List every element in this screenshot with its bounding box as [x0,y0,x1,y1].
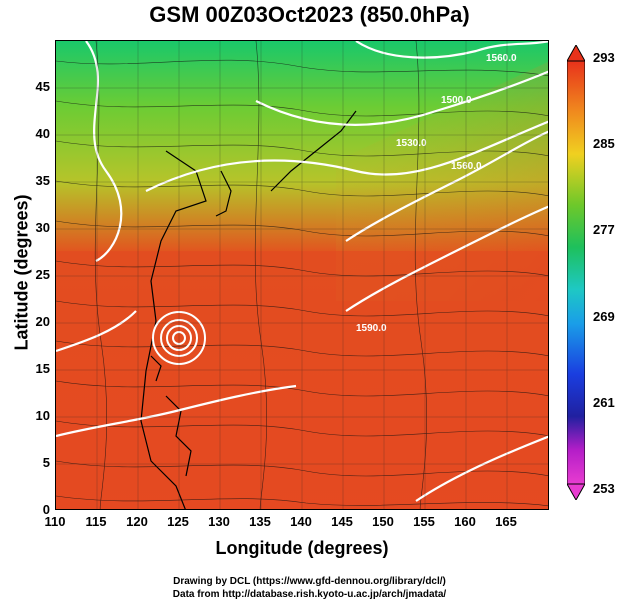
x-tick: 120 [126,514,148,529]
contour-label: 1560.0 [486,53,517,64]
weather-map-svg: 1560.0 1500.0 1530.0 1560.0 1590.0 [56,41,548,509]
warm-wedge [336,61,548,301]
x-tick: 150 [372,514,394,529]
contour-label: 1500.0 [441,95,472,106]
y-tick: 10 [35,408,50,423]
x-tick: 115 [85,514,107,529]
typhoon-vortex [152,311,206,365]
colorbar-tick: 269 [593,309,615,324]
y-tick: 30 [35,220,50,235]
x-tick: 155 [413,514,435,529]
y-tick: 0 [42,502,50,517]
china-coast [140,150,207,509]
y-tick: 25 [35,267,50,282]
colorbar-gradient [567,60,585,485]
philippines-coast [165,395,192,477]
colorbar-tick: 277 [593,222,615,237]
tropical-warm-region [56,251,548,509]
korea-coast [215,170,232,217]
colorbar-tick: 253 [593,481,615,496]
footer-credit-drawing: Drawing by DCL (https://www.gfd-dennou.o… [173,576,446,587]
x-tick: 125 [167,514,189,529]
streamlines [56,41,548,509]
taiwan-coast [150,355,162,382]
colorbar-tick: 293 [593,50,615,65]
x-tick: 165 [495,514,517,529]
contour-label: 1590.0 [356,323,387,334]
grid-lines [56,41,548,509]
x-tick: 145 [331,514,353,529]
x-tick: 110 [44,514,66,529]
y-tick: 40 [35,126,50,141]
y-tick: 15 [35,361,50,376]
x-tick: 140 [290,514,312,529]
colorbar-bottom-arrow [567,483,585,500]
colorbar-tick: 285 [593,136,615,151]
y-axis-label: Latitude (degrees) [11,194,32,351]
footer-credit-data: Data from http://database.rish.kyoto-u.a… [172,589,447,600]
geopotential-contours [56,41,548,502]
y-tick: 20 [35,314,50,329]
map-plot-area: 1560.0 1500.0 1530.0 1560.0 1590.0 [55,40,549,510]
colorbar-tick: 261 [593,395,615,410]
contour-labels: 1560.0 1500.0 1530.0 1560.0 1590.0 [356,53,517,334]
y-tick: 5 [42,455,50,470]
x-axis-label: Longitude (degrees) [215,538,389,558]
colorbar [567,45,585,500]
y-tick: 35 [35,173,50,188]
contour-label: 1530.0 [396,138,427,149]
y-tick: 45 [35,79,50,94]
x-tick: 160 [454,514,476,529]
x-tick: 135 [249,514,271,529]
contour-label: 1560.0 [451,161,482,172]
x-tick: 130 [208,514,230,529]
colorbar-top-arrow [567,45,585,62]
map-title: GSM 00Z03Oct2023 (850.0hPa) [149,2,470,27]
